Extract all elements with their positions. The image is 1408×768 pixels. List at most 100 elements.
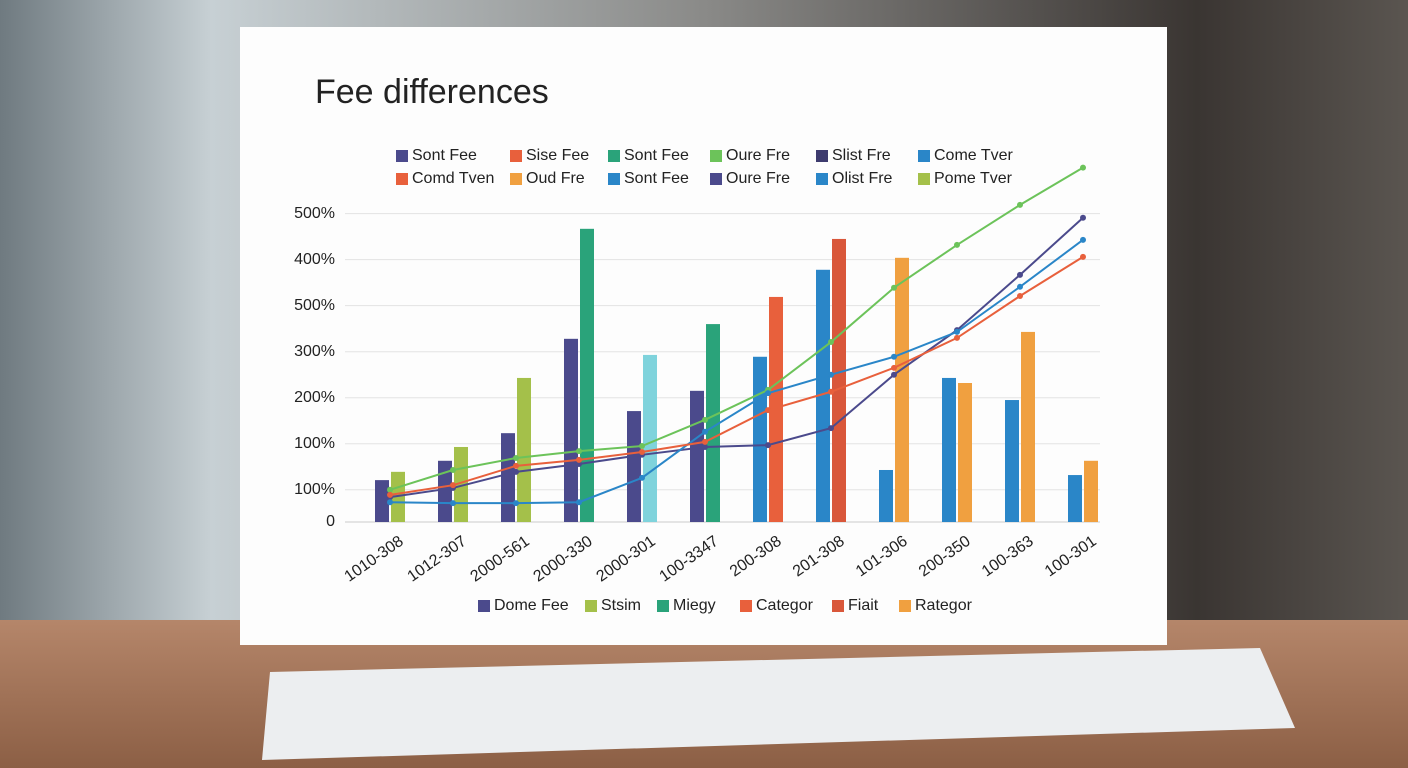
legend-swatch (710, 173, 722, 185)
bar (517, 377, 531, 522)
bar (706, 324, 720, 522)
bar (816, 269, 830, 522)
line-point (576, 448, 582, 455)
legend-swatch (918, 173, 930, 185)
legend-swatch (832, 600, 844, 612)
line-point (891, 371, 897, 378)
legend-label: Sont Fee (624, 147, 689, 164)
line-point (1080, 253, 1086, 260)
legend-swatch (396, 150, 408, 162)
legend-swatch (740, 600, 752, 612)
line-point (387, 499, 393, 506)
line (389, 217, 1084, 499)
line-point (1017, 201, 1023, 208)
legend-swatch (608, 173, 620, 185)
bar (753, 356, 767, 522)
bar (1021, 331, 1035, 522)
legend-swatch (899, 600, 911, 612)
line-point (828, 388, 834, 395)
bar (879, 469, 893, 522)
line-point (387, 491, 393, 498)
bar (1005, 400, 1019, 522)
line-point (576, 499, 582, 506)
bar (832, 238, 846, 522)
legend-swatch (816, 173, 828, 185)
line-point (639, 443, 645, 450)
legend-label: Sise Fee (526, 147, 589, 164)
line-point (513, 468, 519, 475)
legend-swatch (510, 150, 522, 162)
line-point (765, 390, 771, 397)
line-point (702, 443, 708, 450)
paper (262, 648, 1295, 760)
line-point (1017, 271, 1023, 278)
line-point (1080, 164, 1086, 171)
line-point (702, 416, 708, 423)
line-point (1080, 236, 1086, 243)
line-point (576, 456, 582, 463)
line-point (387, 486, 393, 493)
chart-title: Fee differences (315, 73, 549, 111)
legend-label: Pome Tver (934, 170, 1013, 187)
line-point (954, 241, 960, 248)
line-point (450, 500, 456, 507)
legend-label: Come Tver (934, 147, 1014, 164)
line-point (765, 407, 771, 414)
legend-label: Dome Fee (494, 597, 569, 614)
line (389, 256, 1084, 496)
legend-swatch (816, 150, 828, 162)
legend-label: Stsim (601, 597, 641, 614)
bar (690, 390, 704, 522)
line-point (891, 353, 897, 360)
legend-label: Oud Fre (526, 170, 585, 187)
legend-swatch (657, 600, 669, 612)
bar (895, 257, 909, 522)
line-point (450, 466, 456, 473)
y-tick-label: 200% (294, 389, 335, 406)
bar (438, 460, 452, 522)
bar (769, 296, 783, 522)
line-point (1017, 283, 1023, 290)
bar (580, 228, 594, 523)
legend-label: Comd Tven (412, 170, 494, 187)
legend-label: Sont Fee (412, 147, 477, 164)
y-tick-label: 100% (294, 435, 335, 452)
bar (1084, 460, 1098, 522)
line-point (513, 500, 519, 507)
line-point (702, 438, 708, 445)
line (389, 166, 1084, 491)
line-point (639, 474, 645, 481)
legend-swatch (478, 600, 490, 612)
y-tick-label: 500% (294, 205, 335, 222)
y-tick-label: 400% (294, 251, 335, 268)
legend-label: Sont Fee (624, 170, 689, 187)
line-point (1080, 214, 1086, 221)
line-point (513, 455, 519, 462)
line-point (828, 425, 834, 432)
bar (942, 377, 956, 522)
bar (375, 480, 389, 522)
line-point (576, 461, 582, 468)
y-tick-label: 300% (294, 343, 335, 360)
bar (627, 411, 641, 522)
legend-swatch (585, 600, 597, 612)
y-tick-label: 0 (326, 513, 335, 530)
legend-label: Miegy (673, 597, 716, 614)
line-point (765, 442, 771, 449)
line-point (639, 449, 645, 456)
y-tick-label: 500% (294, 297, 335, 314)
legend-label: Olist Fre (832, 170, 893, 187)
legend-swatch (918, 150, 930, 162)
card (240, 27, 1167, 645)
line-point (954, 328, 960, 335)
line-point (828, 371, 834, 378)
line-point (450, 482, 456, 489)
legend-swatch (396, 173, 408, 185)
y-tick-label: 100% (294, 481, 335, 498)
line-point (702, 428, 708, 435)
legend-swatch (608, 150, 620, 162)
bar (501, 433, 515, 522)
bar (958, 383, 972, 522)
